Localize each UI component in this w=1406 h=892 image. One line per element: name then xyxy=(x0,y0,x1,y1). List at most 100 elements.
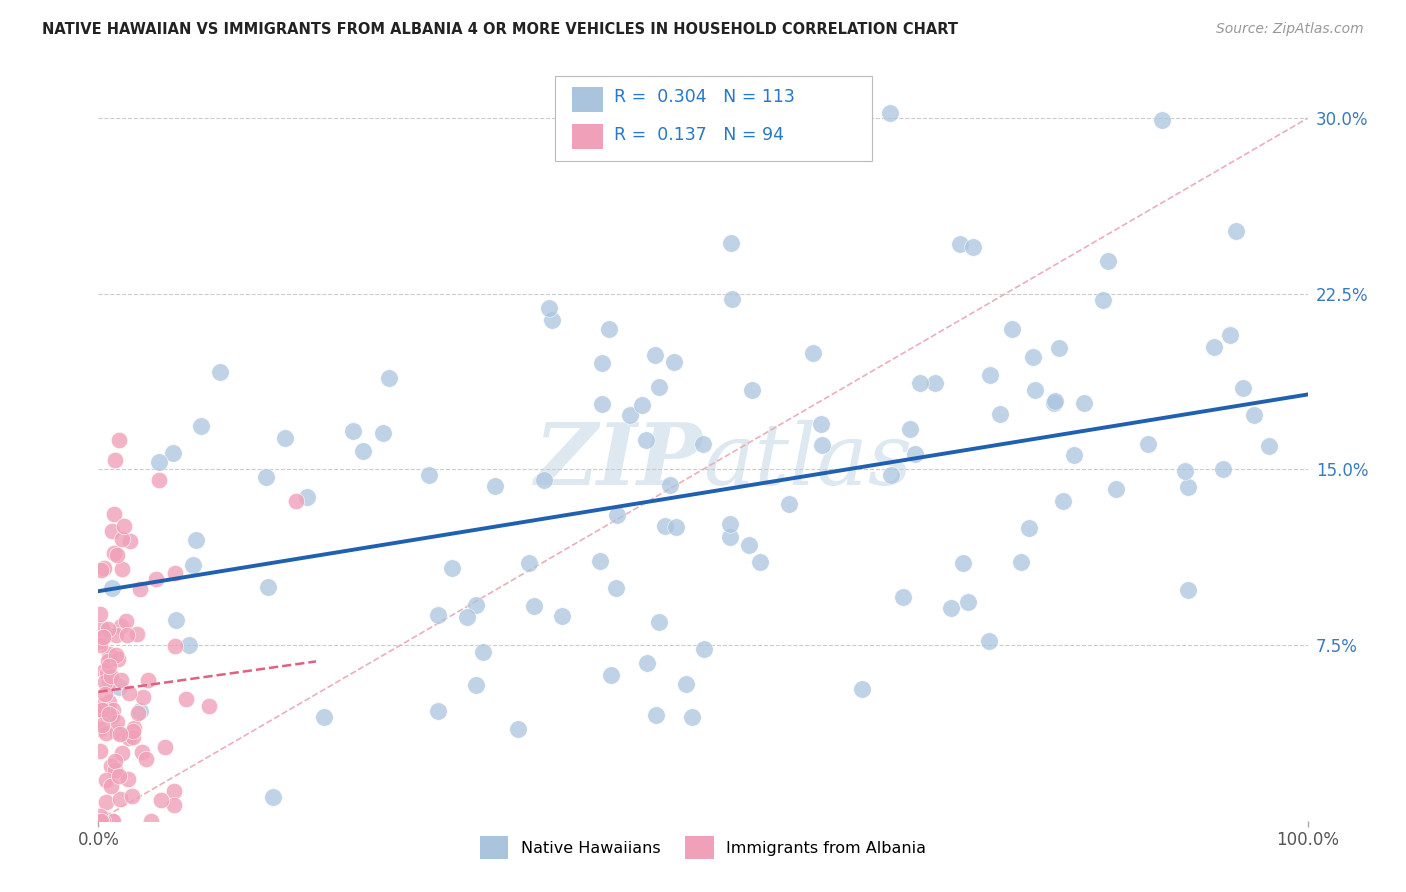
Point xyxy=(89,809,111,823)
Point xyxy=(484,479,506,493)
Point xyxy=(98,648,121,662)
Point xyxy=(630,398,652,412)
Point xyxy=(110,673,132,688)
Point xyxy=(163,784,186,798)
Point xyxy=(89,722,111,736)
Point xyxy=(693,642,716,657)
Point xyxy=(165,639,187,653)
Point xyxy=(692,437,714,451)
Point xyxy=(90,814,112,828)
Point xyxy=(284,494,307,508)
Point xyxy=(89,698,111,713)
Text: NATIVE HAWAIIAN VS IMMIGRANTS FROM ALBANIA 4 OR MORE VEHICLES IN HOUSEHOLD CORRE: NATIVE HAWAIIAN VS IMMIGRANTS FROM ALBAN… xyxy=(42,22,957,37)
Point xyxy=(749,556,772,570)
Point xyxy=(89,607,111,622)
Point xyxy=(721,292,744,306)
Point xyxy=(104,764,127,778)
Point xyxy=(619,408,641,422)
Point xyxy=(100,669,122,683)
Point xyxy=(352,443,374,458)
Point xyxy=(342,424,364,438)
Point xyxy=(162,446,184,460)
Point xyxy=(110,727,132,741)
Point xyxy=(122,724,145,739)
Point xyxy=(108,792,131,806)
Point xyxy=(115,615,138,629)
Point xyxy=(440,560,463,574)
Point xyxy=(97,623,120,637)
Point xyxy=(101,814,124,828)
Point xyxy=(1063,448,1085,462)
Point xyxy=(1097,254,1119,268)
Point xyxy=(681,710,703,724)
Point xyxy=(1232,381,1254,395)
Point xyxy=(1219,328,1241,343)
Point xyxy=(456,610,478,624)
Point xyxy=(121,789,143,804)
Point xyxy=(89,744,111,758)
Point xyxy=(471,645,494,659)
Point xyxy=(636,434,658,448)
Point xyxy=(101,524,124,538)
Point xyxy=(105,715,128,730)
Point xyxy=(977,634,1000,648)
Point xyxy=(924,376,946,391)
Point xyxy=(91,630,114,644)
Point xyxy=(879,106,901,120)
Point xyxy=(600,667,623,681)
Point xyxy=(208,365,231,379)
Point xyxy=(110,619,132,633)
Point xyxy=(1043,395,1066,409)
Point xyxy=(104,754,127,768)
Point xyxy=(163,797,186,812)
Point xyxy=(551,609,574,624)
Point xyxy=(538,301,561,315)
Point xyxy=(718,517,741,532)
Legend: Native Hawaiians, Immigrants from Albania: Native Hawaiians, Immigrants from Albani… xyxy=(474,830,932,865)
Point xyxy=(262,790,284,805)
Point xyxy=(118,533,141,548)
Y-axis label: 4 or more Vehicles in Household: 4 or more Vehicles in Household xyxy=(0,322,7,570)
Point xyxy=(177,638,200,652)
Point xyxy=(91,620,114,634)
Point xyxy=(118,686,141,700)
Point xyxy=(98,695,121,709)
Point xyxy=(122,730,145,744)
Point xyxy=(952,556,974,570)
Point xyxy=(148,455,170,469)
Point xyxy=(105,724,128,739)
Point xyxy=(190,418,212,433)
Point xyxy=(105,549,128,563)
Point xyxy=(90,703,112,717)
Point xyxy=(605,582,627,596)
Point xyxy=(939,601,962,615)
Point xyxy=(112,519,135,533)
Point xyxy=(181,558,204,572)
Point xyxy=(427,704,450,718)
Point xyxy=(94,812,117,826)
Point xyxy=(1073,395,1095,409)
Point xyxy=(257,580,280,594)
Point xyxy=(150,793,173,807)
Point xyxy=(720,235,742,250)
Point xyxy=(810,417,832,432)
Point xyxy=(98,658,121,673)
Point xyxy=(90,632,112,646)
Point xyxy=(91,814,114,828)
Point xyxy=(97,703,120,717)
Point xyxy=(962,240,984,254)
Point xyxy=(956,594,979,608)
Point xyxy=(274,431,297,445)
Point xyxy=(90,563,112,577)
Point xyxy=(128,582,150,597)
Point xyxy=(418,468,440,483)
Point xyxy=(644,348,666,362)
Point xyxy=(1021,350,1043,364)
Point xyxy=(163,566,186,581)
Point xyxy=(1243,408,1265,422)
Point xyxy=(654,519,676,533)
Point xyxy=(295,491,318,505)
Text: Source: ZipAtlas.com: Source: ZipAtlas.com xyxy=(1216,22,1364,37)
Point xyxy=(908,376,931,391)
Point xyxy=(664,355,686,369)
